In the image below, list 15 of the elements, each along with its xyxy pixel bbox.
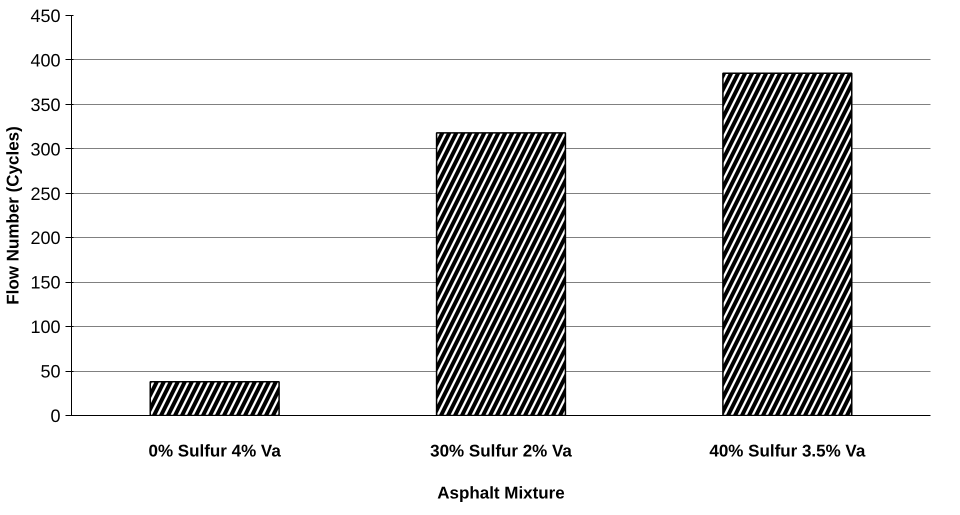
x-tick-label: 40% Sulfur 3.5% Va [709, 442, 866, 460]
y-tick-label: 350 [30, 94, 61, 115]
y-tick-label: 400 [30, 50, 61, 70]
y-tick-label: 100 [30, 317, 61, 338]
x-tick-label: 30% Sulfur 2% Va [430, 442, 572, 460]
y-tick-label: 50 [40, 362, 61, 382]
y-axis-title: Flow Number (Cycles) [3, 126, 22, 305]
x-tick-label: 0% Sulfur 4% Va [148, 442, 282, 460]
y-tick-label: 300 [30, 139, 61, 160]
y-tick-label: 200 [30, 228, 61, 248]
y-tick-label: 250 [30, 184, 61, 204]
y-tick-label: 450 [30, 6, 61, 26]
y-tick-label: 0 [50, 406, 61, 426]
y-tick-label: 150 [30, 272, 61, 293]
x-axis-title: Asphalt Mixture [437, 484, 565, 502]
